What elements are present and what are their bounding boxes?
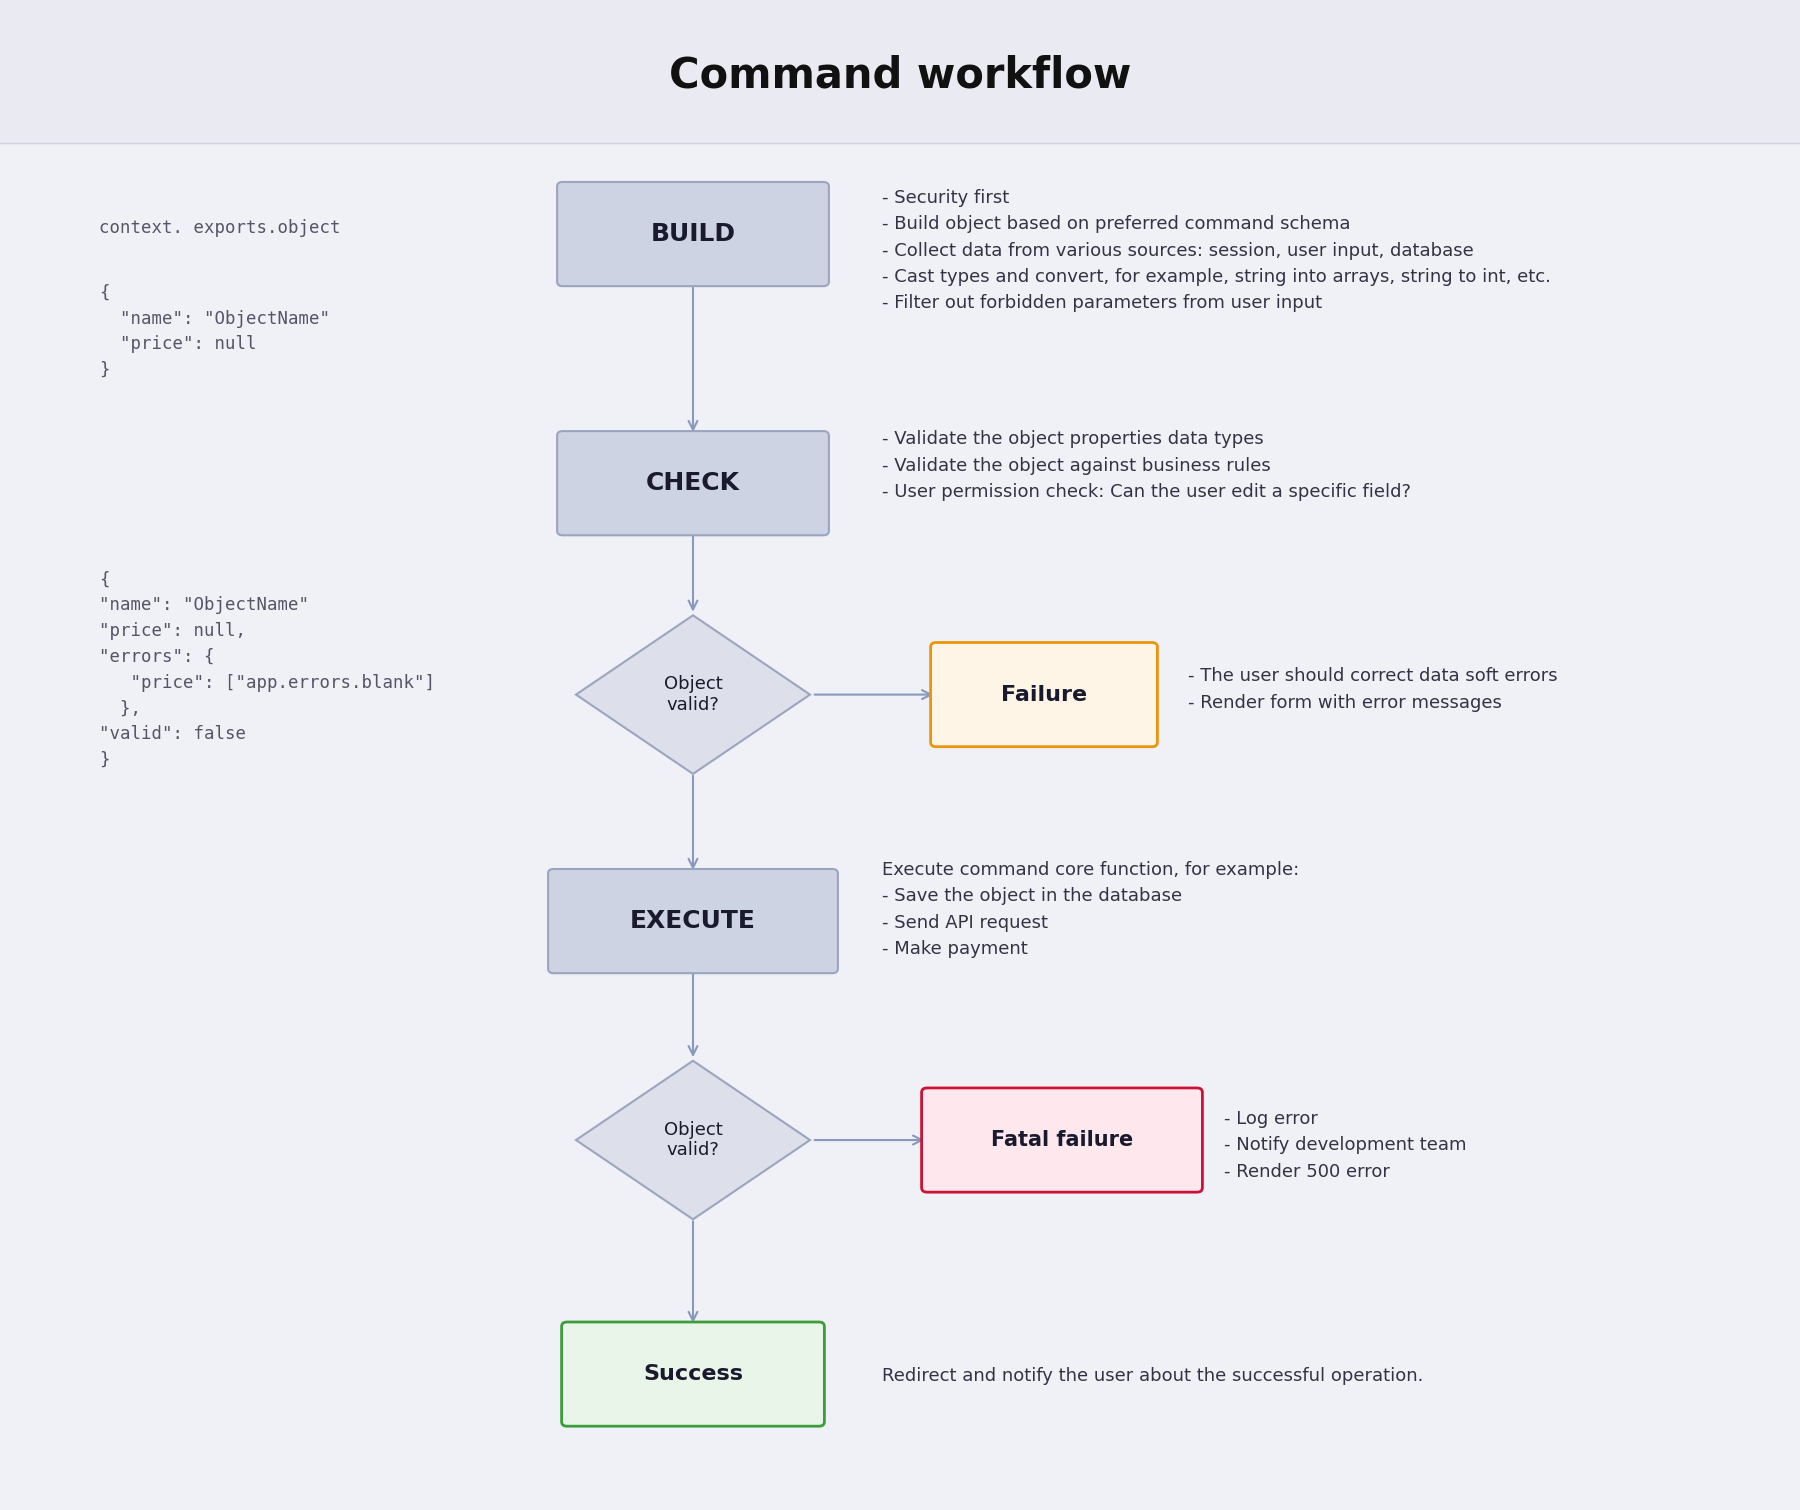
Text: Object
valid?: Object valid?	[664, 675, 722, 714]
Polygon shape	[576, 1060, 810, 1220]
Text: Success: Success	[643, 1364, 743, 1385]
Text: - Log error
- Notify development team
- Render 500 error: - Log error - Notify development team - …	[1224, 1110, 1467, 1181]
FancyBboxPatch shape	[922, 1087, 1202, 1193]
Text: BUILD: BUILD	[650, 222, 736, 246]
Text: Fatal failure: Fatal failure	[990, 1129, 1134, 1151]
FancyBboxPatch shape	[547, 868, 839, 972]
Bar	[0, 0, 1800, 143]
Text: CHECK: CHECK	[646, 471, 740, 495]
FancyBboxPatch shape	[558, 430, 830, 535]
Text: Redirect and notify the user about the successful operation.: Redirect and notify the user about the s…	[882, 1367, 1424, 1385]
Polygon shape	[576, 616, 810, 773]
Text: context. exports.object: context. exports.object	[99, 219, 340, 237]
FancyBboxPatch shape	[931, 643, 1157, 746]
FancyBboxPatch shape	[562, 1323, 824, 1425]
Text: {
"name": "ObjectName"
"price": null,
"errors": {
   "price": ["app.errors.blank: { "name": "ObjectName" "price": null, "e…	[99, 571, 436, 769]
Text: Command workflow: Command workflow	[670, 54, 1130, 97]
Text: Object
valid?: Object valid?	[664, 1120, 722, 1160]
Text: EXECUTE: EXECUTE	[630, 909, 756, 933]
Text: - Security first
- Build object based on preferred command schema
- Collect data: - Security first - Build object based on…	[882, 189, 1552, 313]
Text: Failure: Failure	[1001, 684, 1087, 705]
FancyBboxPatch shape	[558, 183, 830, 287]
Text: Execute command core function, for example:
- Save the object in the database
- : Execute command core function, for examp…	[882, 861, 1300, 957]
Text: {
  "name": "ObjectName"
  "price": null
}: { "name": "ObjectName" "price": null }	[99, 284, 329, 379]
Text: - Validate the object properties data types
- Validate the object against busine: - Validate the object properties data ty…	[882, 430, 1411, 501]
Text: - The user should correct data soft errors
- Render form with error messages: - The user should correct data soft erro…	[1188, 667, 1557, 711]
